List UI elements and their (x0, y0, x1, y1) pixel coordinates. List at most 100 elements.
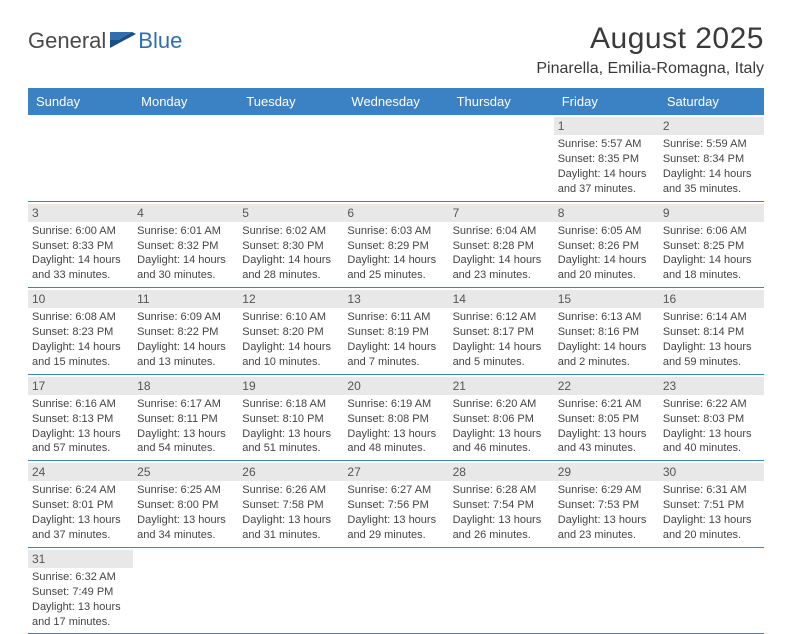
sunrise-text: Sunrise: 6:27 AM (347, 483, 444, 498)
weekday-header: Tuesday (238, 88, 343, 115)
sunrise-text: Sunrise: 6:11 AM (347, 310, 444, 325)
calendar-header-row: SundayMondayTuesdayWednesdayThursdayFrid… (28, 88, 764, 115)
day-number: 1 (554, 117, 659, 135)
daylight-text: Daylight: 13 hours and 26 minutes. (453, 513, 550, 543)
day-number: 18 (133, 377, 238, 395)
sunset-text: Sunset: 8:05 PM (558, 412, 655, 427)
day-number: 26 (238, 463, 343, 481)
sunrise-text: Sunrise: 6:09 AM (137, 310, 234, 325)
daylight-text: Daylight: 13 hours and 46 minutes. (453, 427, 550, 457)
sunset-text: Sunset: 8:03 PM (663, 412, 760, 427)
daylight-text: Daylight: 14 hours and 23 minutes. (453, 253, 550, 283)
title-block: August 2025 Pinarella, Emilia-Romagna, I… (536, 22, 764, 78)
sunset-text: Sunset: 8:17 PM (453, 325, 550, 340)
sunrise-text: Sunrise: 6:19 AM (347, 397, 444, 412)
calendar-cell-empty (238, 548, 343, 634)
calendar-cell-empty (449, 548, 554, 634)
daylight-text: Daylight: 13 hours and 31 minutes. (242, 513, 339, 543)
calendar-cell: 31Sunrise: 6:32 AMSunset: 7:49 PMDayligh… (28, 548, 133, 634)
day-number: 31 (28, 550, 133, 568)
daylight-text: Daylight: 13 hours and 57 minutes. (32, 427, 129, 457)
calendar-week-row: 1Sunrise: 5:57 AMSunset: 8:35 PMDaylight… (28, 115, 764, 202)
daylight-text: Daylight: 14 hours and 20 minutes. (558, 253, 655, 283)
calendar-cell-empty (133, 548, 238, 634)
day-number: 21 (449, 377, 554, 395)
sunset-text: Sunset: 8:06 PM (453, 412, 550, 427)
sunset-text: Sunset: 7:54 PM (453, 498, 550, 513)
daylight-text: Daylight: 14 hours and 33 minutes. (32, 253, 129, 283)
sunset-text: Sunset: 8:23 PM (32, 325, 129, 340)
daylight-text: Daylight: 13 hours and 34 minutes. (137, 513, 234, 543)
day-number: 17 (28, 377, 133, 395)
sunrise-text: Sunrise: 6:17 AM (137, 397, 234, 412)
day-number: 2 (659, 117, 764, 135)
day-number: 4 (133, 204, 238, 222)
sunset-text: Sunset: 8:25 PM (663, 239, 760, 254)
calendar-cell: 8Sunrise: 6:05 AMSunset: 8:26 PMDaylight… (554, 202, 659, 288)
sunset-text: Sunset: 8:16 PM (558, 325, 655, 340)
calendar-body: 1 Sunrise: 5:57 AMSunset: 8:35 PM Daylight… (28, 115, 764, 634)
sunset-text: Sunset: 8:00 PM (137, 498, 234, 513)
sunset-text: Sunset: 7:56 PM (347, 498, 444, 513)
daylight-text: Daylight: 14 hours and 2 minutes. (558, 340, 655, 370)
sunrise-text: Sunrise: 6:13 AM (558, 310, 655, 325)
calendar-cell: 13Sunrise: 6:11 AMSunset: 8:19 PMDayligh… (343, 288, 448, 374)
calendar-cell: 11 Sunrise: 6:09 AMSunset: 8:22 PMDayligh… (133, 288, 238, 374)
sunrise-text: Sunrise: 6:06 AM (663, 224, 760, 239)
calendar-cell: 10Sunrise: 6:08 AMSunset: 8:23 PMDayligh… (28, 288, 133, 374)
sunrise-text: Sunrise: 6:32 AM (32, 570, 129, 585)
calendar-cell: 19Sunrise: 6:18 AMSunset: 8:10 PMDayligh… (238, 375, 343, 461)
sunset-text: Sunset: 8:14 PM (663, 325, 760, 340)
calendar-cell-empty (28, 115, 133, 201)
daylight-text: Daylight: 13 hours and 48 minutes. (347, 427, 444, 457)
calendar-cell: 16Sunrise: 6:14 AMSunset: 8:14 PMDayligh… (659, 288, 764, 374)
sunset-text: Sunset: 8:28 PM (453, 239, 550, 254)
sunrise-text: Sunrise: 6:28 AM (453, 483, 550, 498)
calendar-cell: 25Sunrise: 6:25 AMSunset: 8:00 PMDayligh… (133, 461, 238, 547)
logo: General Blue (28, 28, 182, 54)
calendar-cell: 27Sunrise: 6:27 AMSunset: 7:56 PMDayligh… (343, 461, 448, 547)
weekday-header: Monday (133, 88, 238, 115)
day-number: 12 (238, 290, 343, 308)
calendar-cell: 15Sunrise: 6:13 AMSunset: 8:16 PMDayligh… (554, 288, 659, 374)
daylight-text: Daylight: 13 hours and 17 minutes. (32, 600, 129, 630)
calendar-cell-empty (343, 115, 448, 201)
calendar-cell-empty (343, 548, 448, 634)
daylight-text: Daylight: 13 hours and 29 minutes. (347, 513, 444, 543)
calendar-cell: 26Sunrise: 6:26 AMSunset: 7:58 PMDayligh… (238, 461, 343, 547)
day-number: 7 (449, 204, 554, 222)
sunrise-text: Sunrise: 6:05 AM (558, 224, 655, 239)
calendar-cell-empty (554, 548, 659, 634)
header: General Blue August 2025 Pinarella, Emil… (28, 22, 764, 78)
sunrise-text: Sunrise: 6:10 AM (242, 310, 339, 325)
daylight-text: Daylight: 14 hours and 13 minutes. (137, 340, 234, 370)
sunrise-text: Sunrise: 6:03 AM (347, 224, 444, 239)
day-number: 24 (28, 463, 133, 481)
calendar-cell: 23Sunrise: 6:22 AMSunset: 8:03 PMDayligh… (659, 375, 764, 461)
sunset-text: Sunset: 8:22 PM (137, 325, 234, 340)
day-number: 16 (659, 290, 764, 308)
sunrise-text: Sunrise: 6:04 AM (453, 224, 550, 239)
sunrise-text: Sunrise: 6:00 AM (32, 224, 129, 239)
calendar-cell: 30Sunrise: 6:31 AMSunset: 7:51 PMDayligh… (659, 461, 764, 547)
calendar-cell: 7 Sunrise: 6:04 AMSunset: 8:28 PMDaylight… (449, 202, 554, 288)
calendar-cell-empty (133, 115, 238, 201)
daylight-text: Daylight: 14 hours and 25 minutes. (347, 253, 444, 283)
sunset-text: Sunset: 8:32 PM (137, 239, 234, 254)
sunset-text: Sunset: 8:35 PM (558, 152, 655, 167)
daylight-text: Daylight: 14 hours and 30 minutes. (137, 253, 234, 283)
day-number: 11 (133, 290, 238, 308)
month-title: August 2025 (536, 22, 764, 56)
daylight-text: Daylight: 14 hours and 10 minutes. (242, 340, 339, 370)
calendar-cell: 29Sunrise: 6:29 AMSunset: 7:53 PMDayligh… (554, 461, 659, 547)
day-number: 9 (659, 204, 764, 222)
daylight-text: Daylight: 14 hours and 5 minutes. (453, 340, 550, 370)
sunrise-text: Sunrise: 5:57 AM (558, 137, 655, 152)
day-number: 8 (554, 204, 659, 222)
weekday-header: Sunday (28, 88, 133, 115)
day-number: 14 (449, 290, 554, 308)
calendar-cell: 22Sunrise: 6:21 AMSunset: 8:05 PMDayligh… (554, 375, 659, 461)
day-number: 25 (133, 463, 238, 481)
calendar-week-row: 31Sunrise: 6:32 AMSunset: 7:49 PMDayligh… (28, 548, 764, 634)
calendar-cell: 21Sunrise: 6:20 AMSunset: 8:06 PMDayligh… (449, 375, 554, 461)
